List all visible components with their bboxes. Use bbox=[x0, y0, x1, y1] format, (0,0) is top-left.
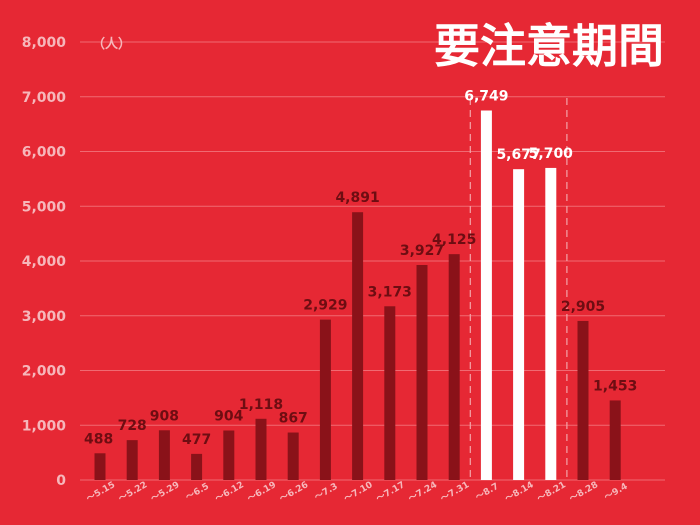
x-tick-label: ～7.3 bbox=[313, 482, 340, 503]
y-tick-label: 0 bbox=[56, 473, 66, 489]
bar bbox=[352, 212, 364, 480]
y-tick-label: 4,000 bbox=[22, 254, 67, 270]
x-tick-label: ～6.12 bbox=[214, 480, 246, 504]
y-tick-label: 1,000 bbox=[22, 418, 67, 434]
x-tick-label: ～7.10 bbox=[343, 480, 375, 504]
data-label: 908 bbox=[150, 408, 179, 424]
data-label: 477 bbox=[182, 432, 211, 448]
bar bbox=[255, 418, 267, 480]
period-dividers bbox=[469, 98, 568, 480]
bar bbox=[416, 264, 428, 480]
data-label: 4,125 bbox=[432, 232, 476, 248]
data-label: 728 bbox=[118, 418, 147, 434]
data-label: 1,118 bbox=[239, 397, 283, 413]
bar bbox=[126, 440, 138, 480]
x-tick-label: ～6.26 bbox=[278, 480, 310, 504]
data-label: 5,700 bbox=[529, 146, 574, 162]
data-label: 3,927 bbox=[400, 243, 444, 259]
x-axis: ～5.15 ～5.22 ～5.29 ～6.5 ～6.12 ～6.19 ～6.26 ～7.3 ～7… bbox=[85, 480, 630, 504]
bar bbox=[94, 453, 106, 480]
x-tick-label: ～5.15 bbox=[85, 480, 117, 504]
x-tick-label: ～8.7 bbox=[474, 482, 501, 503]
y-tick-label: 6,000 bbox=[22, 145, 67, 161]
data-label: 488 bbox=[84, 431, 113, 447]
y-tick-label: 2,000 bbox=[22, 364, 67, 380]
x-tick-label: ～8.21 bbox=[536, 480, 568, 504]
bar bbox=[384, 306, 396, 480]
data-label: 4,891 bbox=[335, 190, 379, 206]
x-tick-label: ～5.29 bbox=[149, 480, 181, 504]
y-tick-label: 3,000 bbox=[22, 309, 67, 325]
x-tick-label: ～8.28 bbox=[568, 480, 600, 504]
chart-title: 要注意期間 bbox=[434, 19, 664, 73]
data-label: 2,905 bbox=[561, 299, 605, 315]
x-tick-label: ～7.17 bbox=[375, 480, 407, 504]
x-tick-label: ～6.19 bbox=[246, 480, 278, 504]
y-unit-label: （人） bbox=[92, 36, 131, 52]
bar bbox=[480, 110, 492, 480]
bar bbox=[191, 453, 203, 480]
data-label: 904 bbox=[214, 409, 243, 425]
bar bbox=[448, 254, 460, 480]
data-label: 1,453 bbox=[593, 378, 637, 394]
data-label: 3,173 bbox=[368, 284, 412, 300]
bar bbox=[545, 167, 557, 481]
bar bbox=[223, 430, 235, 480]
bar bbox=[287, 432, 299, 480]
x-tick-label: ～5.22 bbox=[117, 480, 149, 504]
y-tick-label: 5,000 bbox=[22, 199, 67, 215]
bar bbox=[158, 430, 170, 480]
x-tick-label: ～9.4 bbox=[603, 482, 630, 503]
data-label: 6,749 bbox=[464, 88, 508, 104]
data-label: 867 bbox=[279, 411, 308, 427]
bar bbox=[319, 319, 331, 480]
bar bbox=[609, 400, 621, 480]
x-tick-label: ～7.31 bbox=[439, 480, 471, 504]
data-label: 2,929 bbox=[303, 298, 347, 314]
x-tick-label: ～7.24 bbox=[407, 480, 439, 504]
x-tick-label: ～6.5 bbox=[184, 482, 211, 503]
x-tick-label: ～8.14 bbox=[504, 480, 536, 504]
bar bbox=[513, 169, 525, 480]
data-label: 5,677 bbox=[496, 147, 540, 163]
y-tick-label: 7,000 bbox=[22, 90, 67, 106]
y-tick-label: 8,000 bbox=[22, 35, 67, 51]
bar bbox=[577, 320, 589, 480]
y-axis: 0 1,000 2,000 3,000 4,000 5,000 6,000 7,000 8,00… bbox=[22, 35, 67, 489]
grid-lines bbox=[80, 41, 665, 481]
bars bbox=[94, 110, 621, 481]
